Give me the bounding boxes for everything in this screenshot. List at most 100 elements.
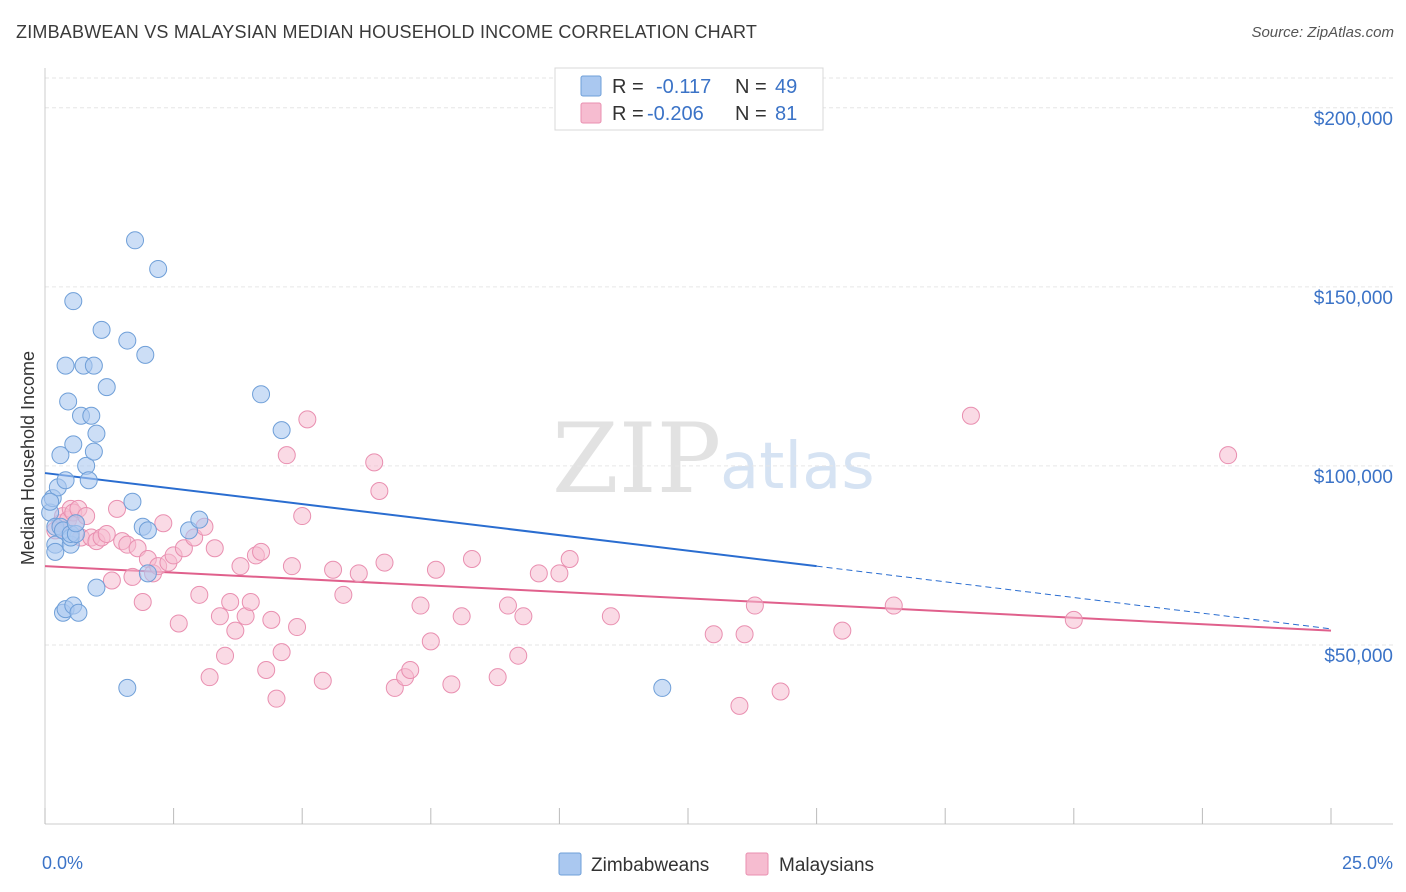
point-malaysians-66 — [452, 607, 471, 626]
point-zimbabweans-43 — [190, 510, 209, 529]
point-malaysians-85 — [1219, 446, 1238, 465]
point-malaysians-37 — [226, 621, 245, 640]
point-malaysians-69 — [498, 596, 517, 615]
point-malaysians-64 — [426, 560, 445, 579]
point-malaysians-79 — [745, 596, 764, 615]
point-malaysians-38 — [231, 557, 250, 576]
point-malaysians-78 — [735, 625, 754, 644]
point-malaysians-50 — [293, 507, 312, 526]
point-malaysians-80 — [771, 682, 790, 701]
point-malaysians-46 — [272, 643, 291, 662]
point-zimbabweans-45 — [272, 421, 291, 440]
point-malaysians-76 — [704, 625, 723, 644]
legend-swatch-zimbabweans — [580, 75, 602, 97]
point-zimbabweans-40 — [138, 521, 157, 540]
point-zimbabweans-13 — [59, 392, 78, 411]
point-malaysians-24 — [154, 514, 173, 533]
y-tick-label-3: $200,000 — [1314, 109, 1393, 130]
point-malaysians-43 — [257, 661, 276, 680]
point-malaysians-42 — [252, 542, 271, 561]
point-malaysians-27 — [169, 614, 188, 633]
point-malaysians-62 — [411, 596, 430, 615]
point-malaysians-77 — [730, 696, 749, 715]
point-zimbabweans-41 — [149, 259, 168, 278]
legend-r-label-malaysians: R = — [612, 103, 644, 125]
point-zimbabweans-35 — [123, 492, 142, 511]
point-malaysians-48 — [282, 557, 301, 576]
trend-line-zimbabweans — [44, 472, 817, 568]
point-malaysians-70 — [509, 646, 528, 665]
legend: R = -0.117 N = 49 R = -0.206 N = 81 — [554, 67, 824, 131]
point-malaysians-72 — [529, 564, 548, 583]
point-malaysians-67 — [462, 550, 481, 569]
x-tick-labels: 0.0% 25.0% — [42, 853, 1393, 873]
watermark-zip: ZIP — [552, 403, 721, 515]
watermark: ZIP atlas — [552, 403, 875, 515]
point-malaysians-75 — [601, 607, 620, 626]
point-malaysians-54 — [334, 585, 353, 604]
point-malaysians-81 — [833, 621, 852, 640]
point-zimbabweans-30 — [87, 424, 106, 443]
series-legend-zimbabweans: Zimbabweans — [591, 855, 709, 876]
point-zimbabweans-38 — [136, 345, 155, 364]
point-malaysians-49 — [288, 618, 307, 637]
gridlines — [45, 77, 1393, 646]
watermark-atlas: atlas — [720, 430, 875, 504]
point-malaysians-73 — [550, 564, 569, 583]
legend-n-label-zimbabweans: N = — [735, 76, 767, 98]
point-zimbabweans-31 — [87, 578, 106, 597]
point-zimbabweans-11 — [56, 471, 75, 490]
point-malaysians-44 — [262, 610, 281, 629]
y-tick-label-2: $150,000 — [1314, 288, 1393, 309]
point-malaysians-58 — [375, 553, 394, 572]
y-tick-labels: $50,000 $100,000 $150,000 $200,000 — [1314, 109, 1393, 667]
series-legend-swatch-zimbabweans — [558, 852, 582, 876]
point-malaysians-61 — [401, 661, 420, 680]
point-malaysians-13 — [97, 524, 116, 543]
y-axis-label: Median Household Income — [18, 351, 38, 565]
point-malaysians-20 — [133, 592, 152, 611]
point-malaysians-57 — [370, 481, 389, 500]
point-malaysians-65 — [442, 675, 461, 694]
point-malaysians-82 — [884, 596, 903, 615]
point-malaysians-18 — [123, 567, 142, 586]
point-malaysians-47 — [277, 446, 296, 465]
x-tick-label-0: 0.0% — [42, 853, 83, 873]
point-malaysians-33 — [205, 539, 224, 558]
chart-title: ZIMBABWEAN VS MALAYSIAN MEDIAN HOUSEHOLD… — [16, 22, 758, 42]
legend-n-value-malaysians: 81 — [775, 103, 797, 125]
point-malaysians-32 — [200, 668, 219, 687]
point-zimbabweans-18 — [64, 435, 83, 454]
point-malaysians-36 — [221, 592, 240, 611]
point-malaysians-30 — [190, 585, 209, 604]
point-zimbabweans-12 — [56, 356, 75, 375]
point-malaysians-14 — [102, 571, 121, 590]
point-zimbabweans-33 — [97, 378, 116, 397]
data-points — [41, 231, 1238, 715]
y-tick-label-0: $50,000 — [1324, 646, 1393, 667]
point-zimbabweans-46 — [118, 678, 137, 697]
point-zimbabweans-19 — [64, 292, 83, 311]
point-malaysians-83 — [961, 406, 980, 425]
point-zimbabweans-28 — [84, 356, 103, 375]
point-zimbabweans-4 — [46, 542, 65, 561]
point-malaysians-35 — [216, 646, 235, 665]
point-malaysians-84 — [1064, 610, 1083, 629]
point-malaysians-71 — [514, 607, 533, 626]
legend-r-value-zimbabweans: -0.117 — [656, 76, 711, 98]
legend-r-value-malaysians: -0.206 — [647, 103, 704, 125]
trend-line-zimbabweans-extension — [816, 565, 1332, 630]
x-tick-label-1: 25.0% — [1342, 853, 1393, 873]
trend-line-malaysians — [44, 565, 1332, 632]
chart-source: Source: ZipAtlas.com — [1251, 24, 1394, 41]
legend-n-value-zimbabweans: 49 — [775, 76, 797, 98]
point-malaysians-45 — [267, 689, 286, 708]
point-malaysians-53 — [324, 560, 343, 579]
point-malaysians-63 — [421, 632, 440, 651]
legend-r-label-zimbabweans: R = — [612, 76, 644, 98]
trend-lines — [44, 472, 1332, 632]
point-malaysians-52 — [313, 671, 332, 690]
point-malaysians-68 — [488, 668, 507, 687]
point-malaysians-34 — [210, 607, 229, 626]
